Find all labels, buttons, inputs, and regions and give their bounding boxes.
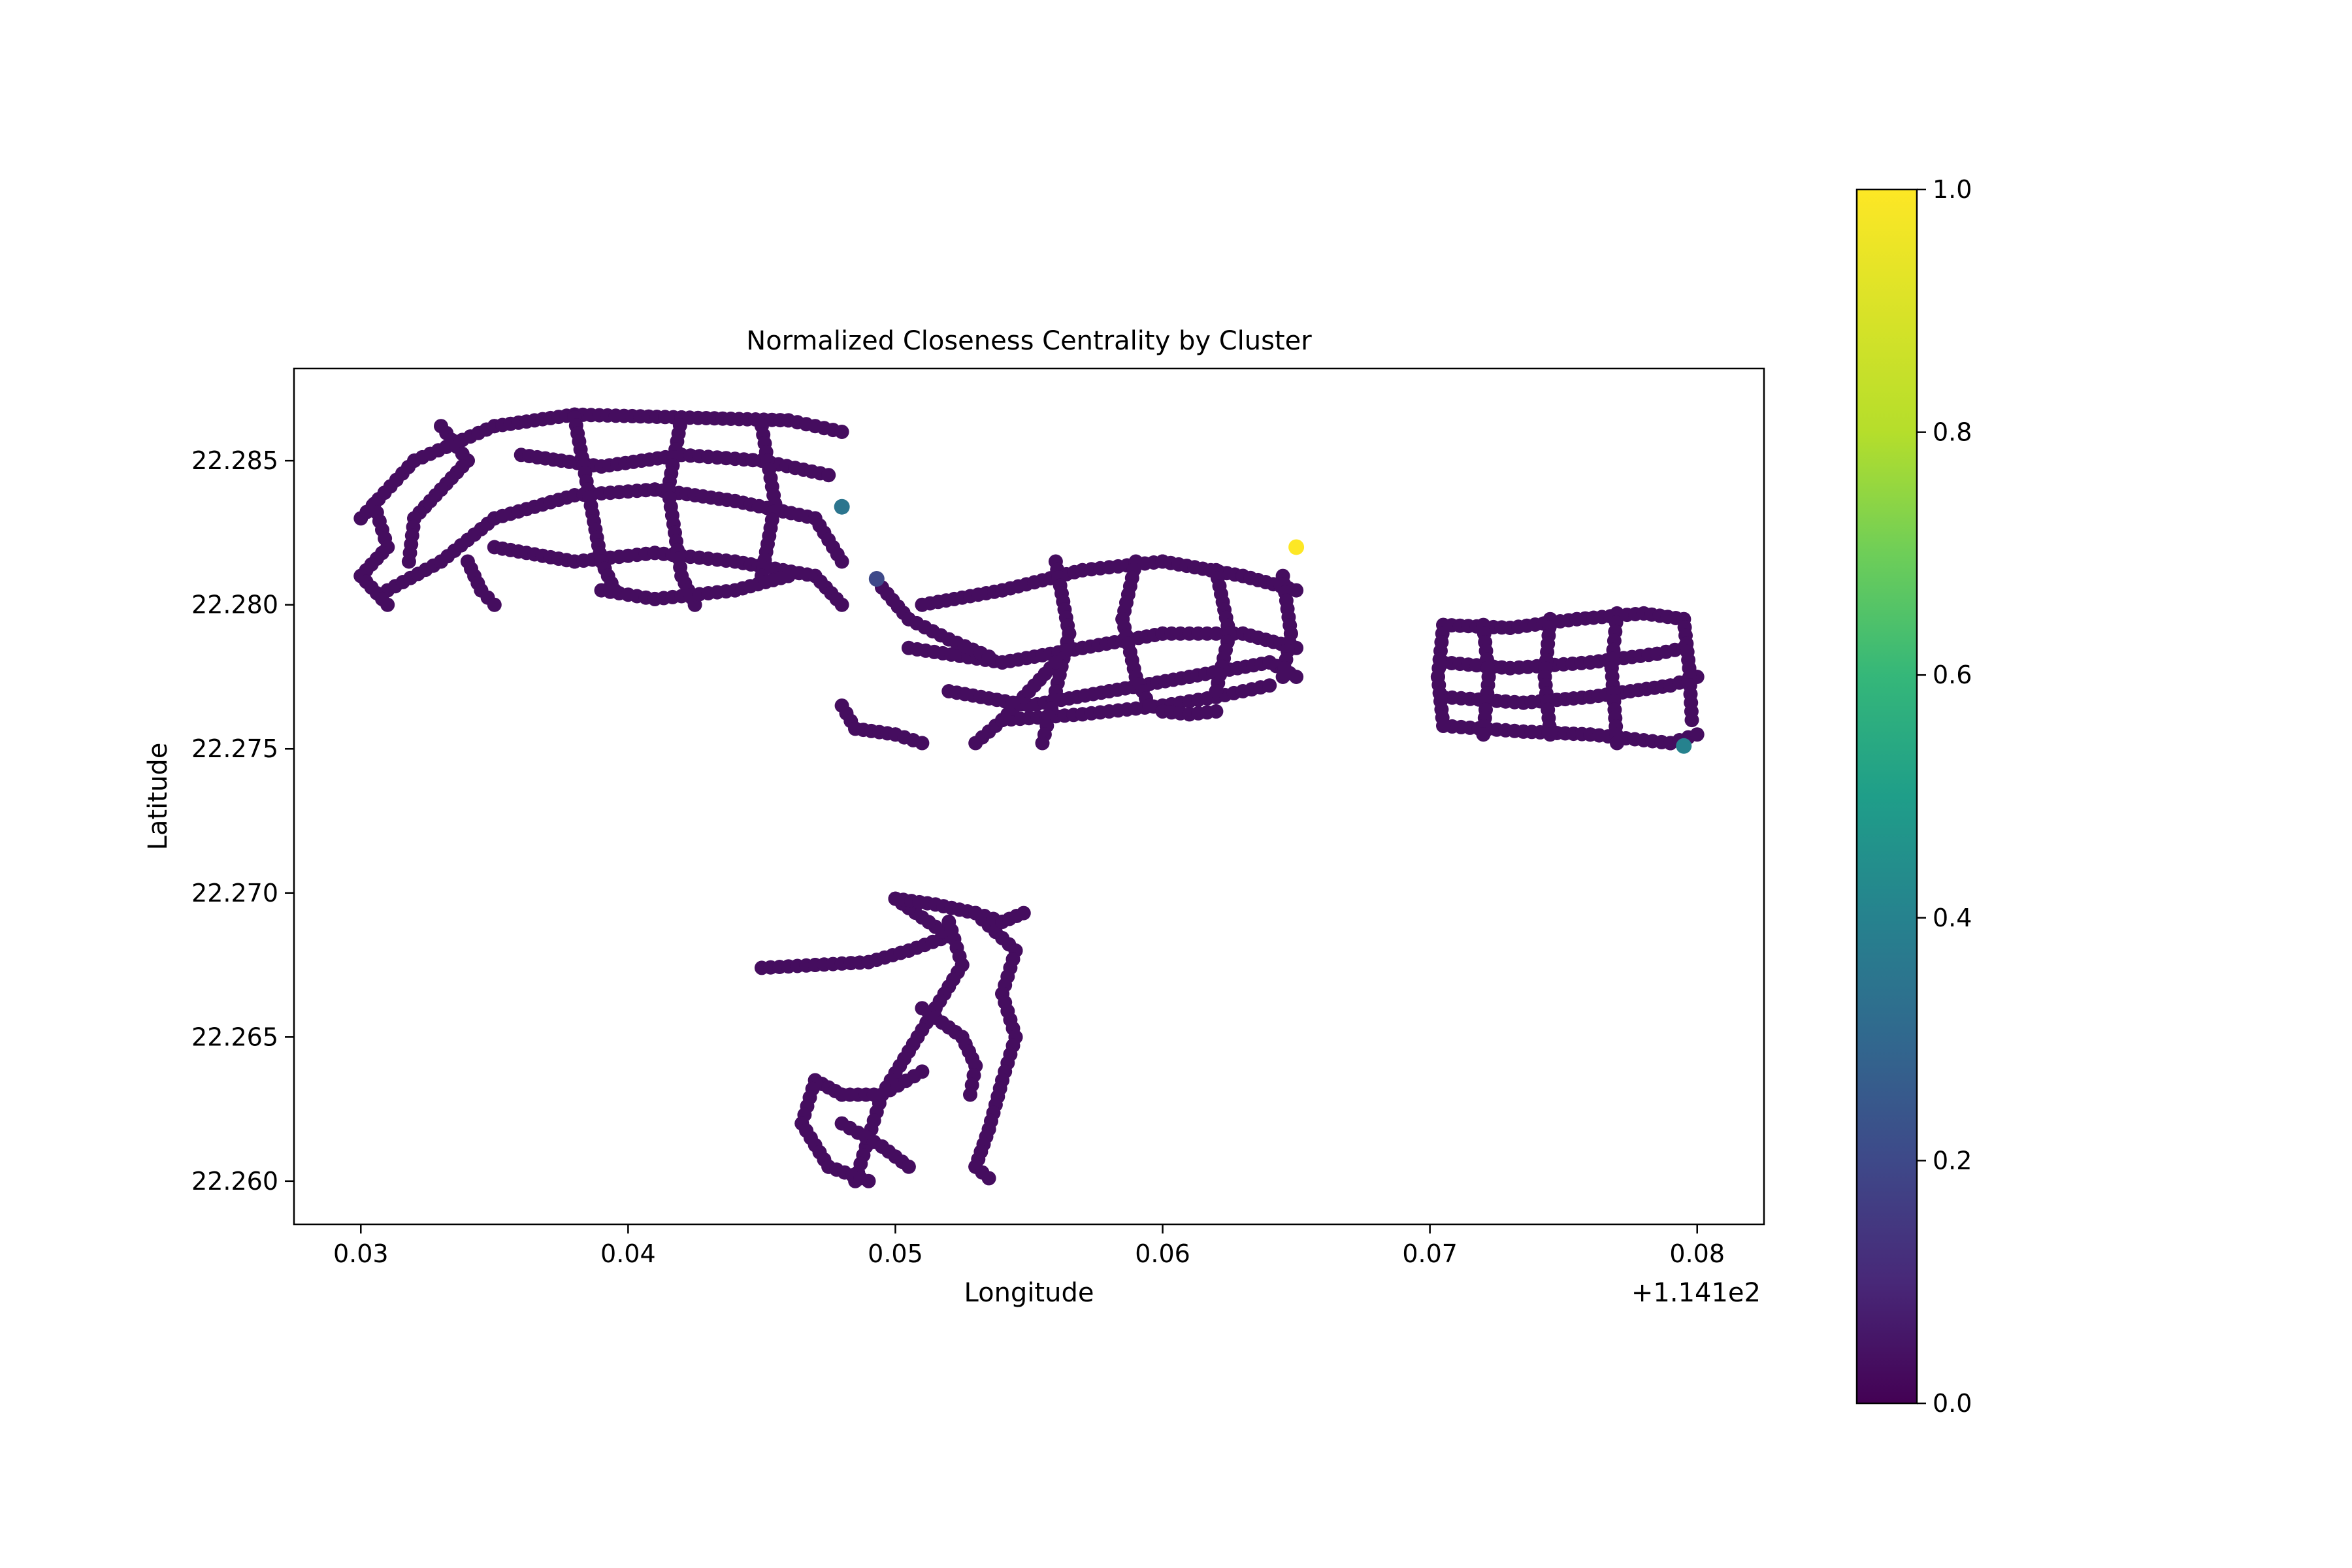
data-point [1543,727,1558,742]
data-point [1289,670,1304,684]
x-tick-label: 0.08 [1669,1239,1725,1268]
data-point [1476,727,1491,742]
data-point [401,554,416,569]
x-axis-label: Longitude [964,1278,1094,1308]
y-tick-label: 22.280 [191,591,278,619]
data-point [981,649,996,664]
x-tick-label: 0.03 [333,1239,389,1268]
data-point [781,568,796,583]
chart-title: Normalized Closeness Centrality by Clust… [746,326,1312,356]
data-point [1289,583,1304,598]
x-tick-label: 0.05 [868,1239,923,1268]
cluster-south [754,891,1031,1188]
data-point [1209,704,1224,719]
data-point [981,1171,996,1186]
colorbar-tick-label: 0.4 [1933,904,1972,932]
data-point [1016,906,1031,921]
y-tick-label: 22.265 [191,1022,278,1051]
data-point [1610,736,1624,751]
data-point [1142,698,1157,713]
x-tick-label: 0.04 [600,1239,656,1268]
cluster-central [834,554,1304,751]
data-point [487,597,502,612]
data-point [1209,684,1224,698]
highlighted-data-point [1288,539,1305,555]
y-axis-ticks: 22.260 22.265 22.270 22.275 22.280 22.285 [191,446,294,1196]
x-tick-label: 0.07 [1402,1239,1458,1268]
x-axis-ticks: 0.03 0.04 0.05 0.06 0.07 0.08 [333,1224,1725,1268]
colorbar-tick-label: 0.6 [1933,661,1972,689]
y-tick-label: 22.260 [191,1167,278,1196]
data-point [901,1159,916,1174]
y-tick-label: 22.275 [191,734,278,763]
data-point [915,736,930,751]
data-point [821,468,836,483]
colorbar-tick-label: 1.0 [1933,175,1972,204]
x-axis-offset-label: +1.141e2 [1631,1278,1761,1308]
data-point [834,597,849,612]
cluster-east [1430,606,1705,751]
colorbar [1855,188,1918,1405]
colorbar-tick-label: 0.2 [1933,1146,1972,1175]
points-layer [353,407,1705,1188]
data-point [1275,670,1290,684]
colorbar-tick-label: 0.8 [1933,418,1972,447]
data-point [380,597,395,612]
colorbar-tick-label: 0.0 [1933,1389,1972,1418]
data-point [1436,718,1451,733]
data-point [915,1064,930,1079]
data-point [834,425,849,439]
highlighted-data-point [868,570,885,587]
data-point [861,1173,876,1188]
highlighted-data-point [834,498,850,515]
plot-area-frame [293,367,1765,1226]
data-point [1035,736,1050,751]
data-point [1048,655,1063,670]
data-point [963,1087,977,1102]
data-point [834,554,849,569]
data-point [1690,727,1705,742]
colorbar-ticks: 0.0 0.2 0.4 0.6 0.8 1.0 [1917,175,1972,1418]
data-point [1684,713,1699,728]
y-tick-label: 22.270 [191,879,278,907]
highlighted-data-point [1676,738,1692,754]
y-tick-label: 22.285 [191,446,278,475]
y-axis-label: Latitude [143,743,173,851]
cluster-north-west [353,407,849,612]
x-tick-label: 0.06 [1135,1239,1190,1268]
data-point [1262,678,1277,693]
